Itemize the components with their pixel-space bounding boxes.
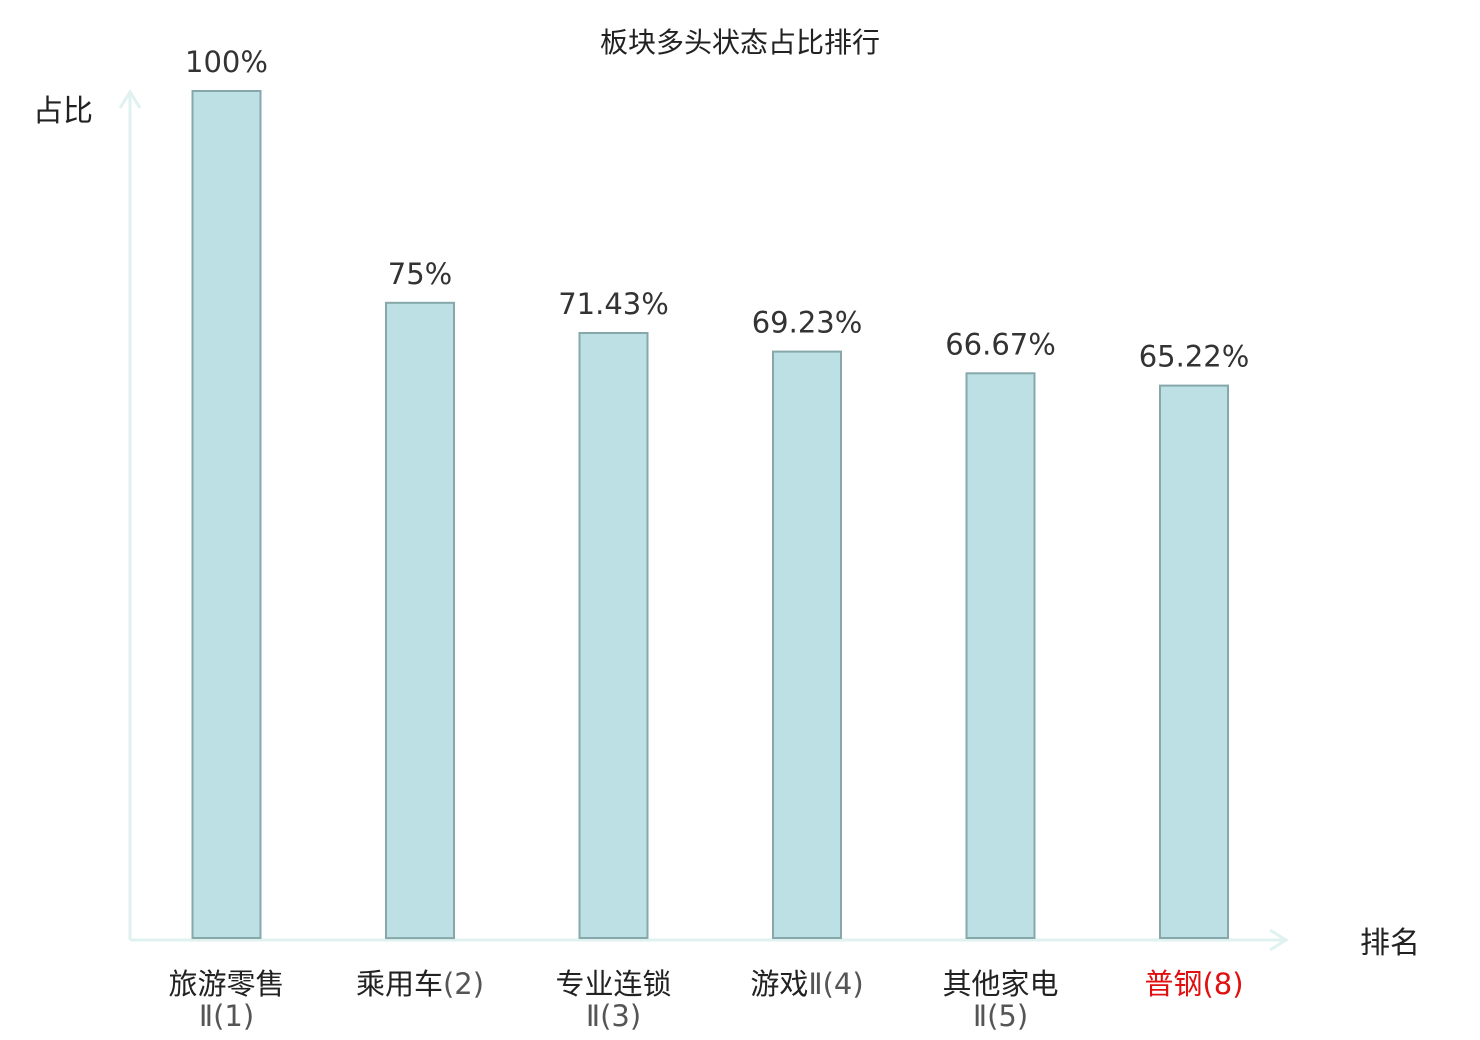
x-tick-label-6: 普钢(8) [1144, 967, 1243, 1001]
y-axis-arrow [118, 89, 142, 109]
bar-6 [1159, 384, 1229, 940]
x-axis-arrow [1269, 928, 1289, 952]
x-tick-rank: Ⅱ(4) [808, 967, 863, 1001]
x-tick-label-4: 游戏Ⅱ(4) [750, 967, 863, 1001]
bar-2 [385, 301, 455, 940]
value-label-5: 66.67% [945, 327, 1056, 361]
x-tick-label-5: 其他家电 Ⅱ(5) [942, 967, 1058, 1033]
y-axis: 占比 [33, 89, 142, 940]
x-axis: 排名 [130, 926, 1420, 961]
x-tick-name: 普钢 [1144, 967, 1202, 1001]
value-label-2: 75% [388, 257, 452, 291]
bars [191, 90, 1229, 940]
value-labels: 100% 75% 71.43% 69.23% 66.67% 65.22% [185, 45, 1249, 374]
x-tick-label-1: 旅游零售 Ⅱ(1) [168, 967, 284, 1033]
x-tick-labels: 旅游零售 Ⅱ(1) 乘用车(2) 专业连锁 Ⅱ(3) 游戏Ⅱ(4) 其他家电 Ⅱ(5) 普钢(8… [168, 967, 1243, 1033]
x-tick-rank: Ⅱ(5) [973, 999, 1028, 1033]
x-tick-rank: Ⅱ(3) [586, 999, 641, 1033]
x-tick-label-3: 专业连锁 Ⅱ(3) [555, 967, 671, 1033]
x-tick-rank: (8) [1202, 967, 1243, 1001]
value-label-1: 100% [185, 45, 268, 79]
x-tick-name: 专业连锁 [555, 967, 671, 1001]
bar-3 [578, 332, 649, 939]
x-tick-name: 其他家电 [942, 967, 1058, 1001]
chart-title: 板块多头状态占比排行 [600, 26, 880, 59]
x-axis-label: 排名 [1360, 926, 1420, 961]
x-tick-name: 旅游零售 [168, 967, 284, 1001]
bar-1 [191, 90, 262, 939]
x-tick-name: 游戏 [750, 967, 808, 1001]
x-tick-name: 乘用车 [356, 967, 443, 1001]
bar-5 [965, 372, 1036, 939]
value-label-3: 71.43% [558, 287, 669, 321]
x-tick-rank: (2) [443, 967, 484, 1001]
value-label-4: 69.23% [752, 306, 863, 340]
value-label-6: 65.22% [1139, 340, 1250, 374]
bar-4 [772, 350, 842, 940]
x-tick-rank: Ⅱ(1) [199, 999, 254, 1033]
y-axis-label: 占比 [33, 94, 93, 129]
x-tick-label-2: 乘用车(2) [356, 967, 484, 1001]
